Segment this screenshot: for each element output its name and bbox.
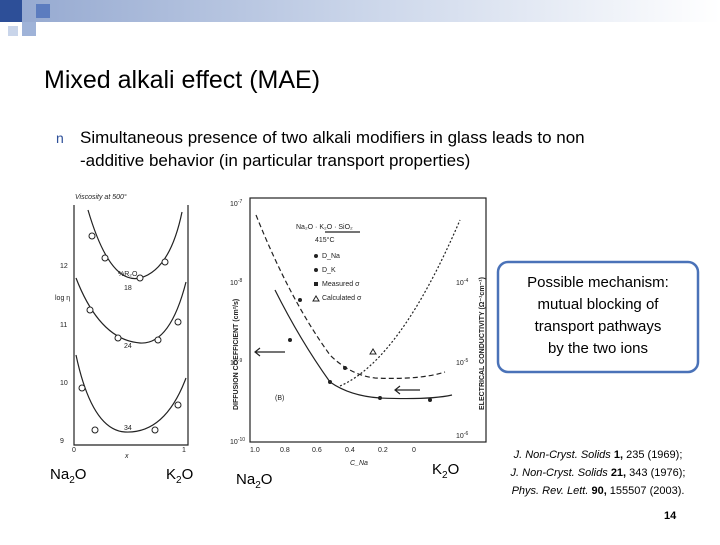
text-part: 1, bbox=[614, 449, 623, 461]
text-part: 10 bbox=[456, 280, 464, 287]
tick-label: 10-6 bbox=[456, 431, 468, 440]
tick-label: 0.6 bbox=[312, 447, 322, 454]
tick-label: 1.0 bbox=[250, 447, 260, 454]
text-part: K bbox=[432, 461, 442, 478]
fig-title: Viscosity at 500° bbox=[75, 193, 127, 201]
callout-text: mutual blocking of bbox=[538, 296, 660, 313]
title: Mixed alkali effect (MAE) bbox=[44, 66, 320, 94]
tick-label: x bbox=[124, 453, 129, 460]
fig-subtitle: 415°C bbox=[315, 236, 335, 244]
curve-label: 18 bbox=[124, 285, 132, 292]
tick-label: 10-5 bbox=[456, 358, 468, 367]
points bbox=[78, 232, 182, 434]
panel-label: (B) bbox=[275, 395, 284, 402]
right-figure: Na₂O · K₂O · SiO₂ 415°C D_Na D_K Measure… bbox=[230, 197, 487, 467]
text-part: 21, bbox=[611, 467, 626, 479]
callout-text: transport pathways bbox=[535, 318, 662, 335]
text-part: 2 bbox=[176, 475, 182, 486]
tick-label: 10-7 bbox=[230, 199, 242, 208]
text-part: -4 bbox=[464, 278, 469, 284]
tick-label: 0.8 bbox=[280, 447, 290, 454]
plot-lines bbox=[73, 205, 189, 446]
text-part: 10 bbox=[456, 433, 464, 440]
text-part: J. Non-Cryst. Solids bbox=[513, 449, 612, 461]
axis-label: K2O bbox=[432, 461, 459, 481]
bullet-text: -additive behavior (in particular transp… bbox=[80, 151, 470, 170]
text-part: -9 bbox=[238, 358, 243, 364]
citation: Phys. Rev. Lett. 90, 155507 (2003). bbox=[512, 485, 685, 497]
callout-box bbox=[496, 260, 700, 374]
tick-label: 10-4 bbox=[456, 278, 468, 287]
text-part: 155507 (2003). bbox=[607, 485, 685, 497]
tick-label: 0.4 bbox=[345, 447, 355, 454]
text-part: J. Non-Cryst. Solids bbox=[510, 467, 609, 479]
text-part: 343 (1976); bbox=[626, 467, 685, 479]
tick-label: 10-8 bbox=[230, 278, 242, 287]
plot-lines bbox=[254, 214, 461, 400]
text-part: -6 bbox=[464, 431, 469, 437]
text-part: -5 bbox=[464, 358, 469, 364]
callout-text: Possible mechanism: bbox=[527, 274, 669, 291]
tick-label: 9 bbox=[60, 438, 64, 445]
legend-text: Calculated σ bbox=[322, 295, 362, 302]
left-figure: Viscosity at 500° log η %R₂O 12 11 10 9 … bbox=[55, 193, 189, 460]
citation: J. Non-Cryst. Solids 1, 235 (1969); bbox=[513, 449, 683, 461]
citation: J. Non-Cryst. Solids 21, 343 (1976); bbox=[510, 467, 686, 479]
tick-label: 11 bbox=[60, 322, 67, 329]
y2-label: ELECTRICAL CONDUCTIVITY (Ω⁻¹cm⁻¹) bbox=[479, 277, 486, 410]
text-part: 10 bbox=[230, 439, 238, 446]
tick-label: 0 bbox=[72, 447, 76, 454]
bullet-marker: n bbox=[56, 130, 64, 146]
text-part: 90, bbox=[591, 485, 606, 497]
y-label: DIFFUSION COEFFICIENT (cm²/s) bbox=[233, 299, 240, 410]
legend-text: D_K bbox=[322, 267, 336, 274]
text-part: -8 bbox=[238, 278, 243, 284]
tick-label: 12 bbox=[60, 263, 68, 270]
text-part: 235 (1969); bbox=[623, 449, 682, 461]
points bbox=[312, 295, 377, 355]
x-label: C_Na bbox=[350, 460, 368, 467]
tick-label: 10-9 bbox=[230, 358, 242, 367]
legend-text: D_Na bbox=[322, 253, 340, 260]
curve-label: 34 bbox=[124, 425, 132, 432]
tick-label: 0.2 bbox=[378, 447, 388, 454]
text-part: O bbox=[182, 466, 194, 483]
bullet-text: Simultaneous presence of two alkali modi… bbox=[80, 128, 585, 147]
page-number: 14 bbox=[664, 510, 677, 522]
axis-label: Na2O bbox=[50, 466, 86, 486]
text-part: 2 bbox=[69, 475, 75, 486]
axis-label: Na2O bbox=[236, 471, 272, 491]
text-part: 2 bbox=[442, 470, 448, 481]
text-part: -10 bbox=[238, 437, 245, 443]
y-label: log η bbox=[55, 295, 70, 302]
text-part: O bbox=[261, 471, 273, 488]
tick-label: 0 bbox=[412, 447, 416, 454]
text-part: 10 bbox=[230, 280, 238, 287]
tick-label: 1 bbox=[182, 447, 186, 454]
axis-label: K2O bbox=[166, 466, 193, 486]
text-part: 10 bbox=[230, 201, 238, 208]
text-part: 2 bbox=[255, 480, 261, 491]
callout-text: by the two ions bbox=[548, 340, 648, 357]
tick-label: 10 bbox=[60, 380, 68, 387]
legend-text: Measured σ bbox=[322, 281, 360, 288]
curve-label: %R₂O bbox=[118, 271, 138, 278]
text-part: 10 bbox=[230, 360, 238, 367]
text-part: O bbox=[448, 461, 460, 478]
fig-title: Na₂O · K₂O · SiO₂ bbox=[296, 224, 353, 231]
header-decoration bbox=[0, 0, 720, 36]
text-part: K bbox=[166, 466, 176, 483]
citations: J. Non-Cryst. Solids 1, 235 (1969); J. N… bbox=[510, 449, 686, 497]
text-part: O bbox=[75, 466, 87, 483]
text-part: -7 bbox=[238, 199, 243, 205]
text-part: Na bbox=[50, 466, 70, 483]
tick-label: 10-10 bbox=[230, 437, 245, 446]
text-part: Phys. Rev. Lett. bbox=[512, 485, 589, 497]
points bbox=[288, 254, 432, 402]
curve-label: 24 bbox=[124, 343, 132, 350]
text-part: Na bbox=[236, 471, 256, 488]
text-part: 10 bbox=[456, 360, 464, 367]
